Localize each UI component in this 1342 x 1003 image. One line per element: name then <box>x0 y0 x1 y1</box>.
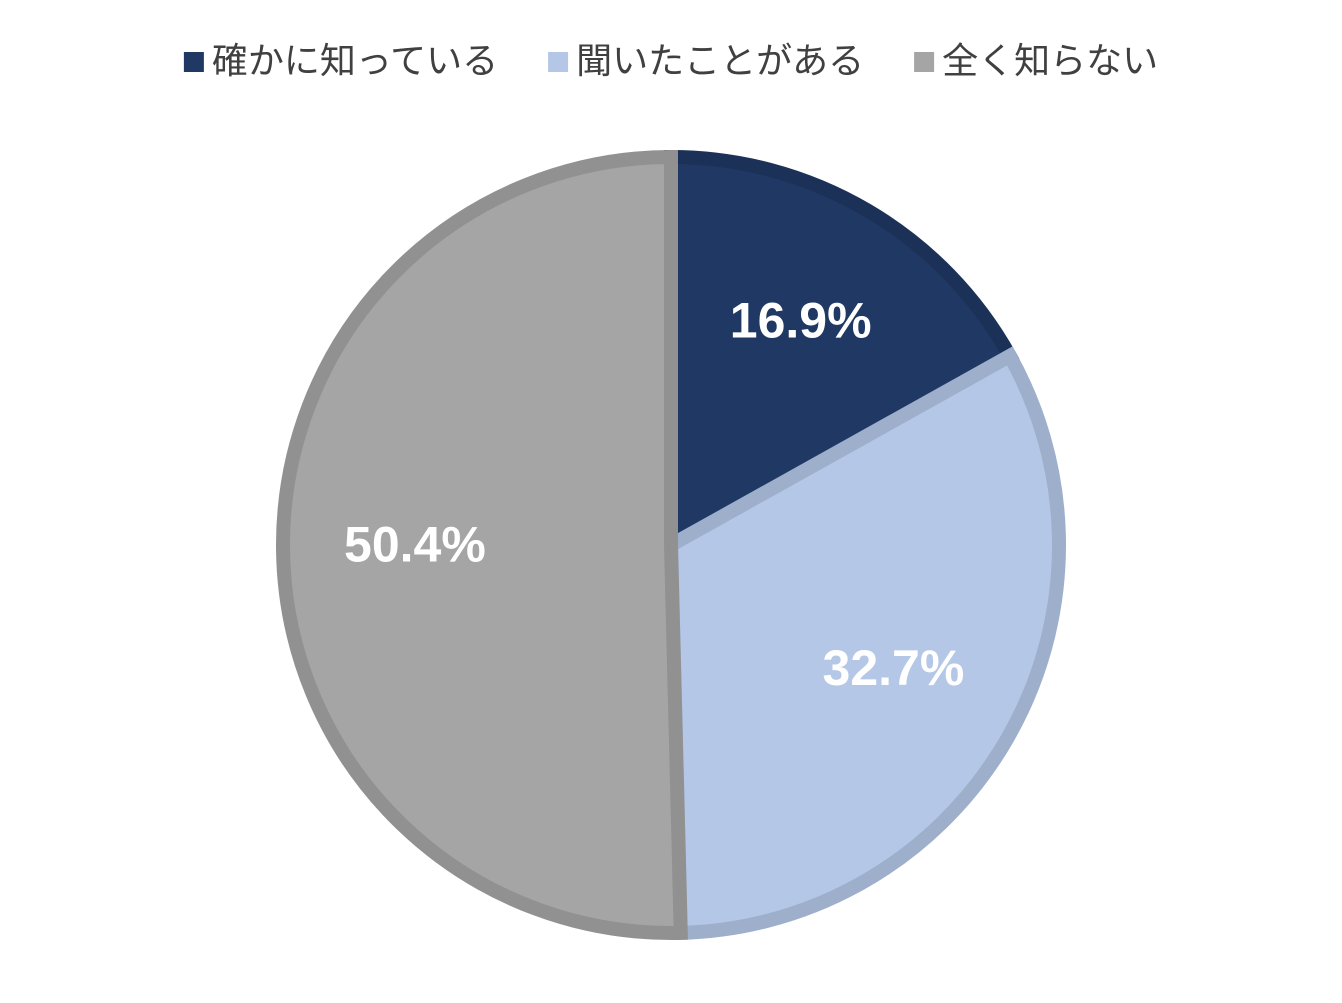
value-label: 50.4% <box>344 516 486 572</box>
legend-text: 確かに知っている <box>212 41 498 82</box>
legend-text: 全く知らない <box>942 41 1158 82</box>
value-label: 32.7% <box>823 640 965 696</box>
value-labels: 16.9% 32.7% 50.4% <box>344 292 964 696</box>
pie <box>275 149 1066 941</box>
legend-marker <box>914 52 935 72</box>
legend-text: 聞いたことがある <box>576 41 864 82</box>
pie-slice <box>664 149 1020 557</box>
legend: 確かに知っている 聞いたことがある 全く知らない <box>183 41 1158 82</box>
pie-slice <box>663 346 1066 941</box>
pie-slice <box>275 149 688 940</box>
legend-marker <box>548 52 569 72</box>
value-label: 16.9% <box>730 292 872 348</box>
legend-marker <box>183 52 204 72</box>
